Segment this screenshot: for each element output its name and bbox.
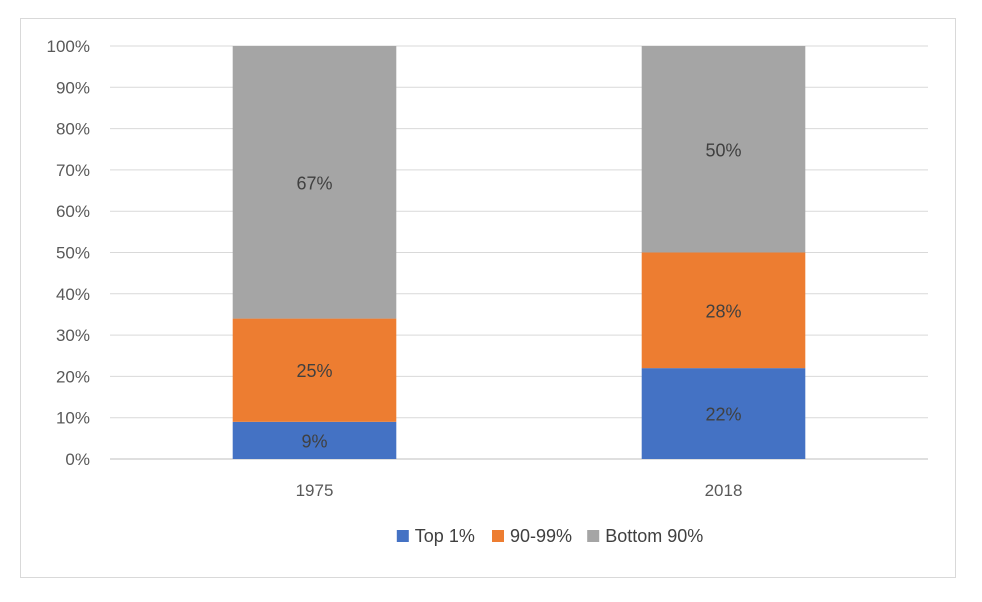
y-tick-label: 90% bbox=[56, 78, 90, 97]
bar-segment bbox=[232, 318, 397, 422]
bar-segment bbox=[641, 46, 806, 253]
bar-segment bbox=[232, 421, 397, 459]
data-label: 67% bbox=[296, 173, 332, 193]
y-tick-label: 40% bbox=[56, 285, 90, 304]
y-axis: 0% 10% 20% 30% 40% 50% 60% 70% 80% 90% 100% bbox=[47, 37, 90, 469]
bar-segment bbox=[641, 368, 806, 459]
legend: Top 1% 90-99% Bottom 90% bbox=[396, 526, 703, 546]
y-tick-label: 30% bbox=[56, 326, 90, 345]
legend-label: 90-99% bbox=[510, 526, 572, 546]
legend-swatch bbox=[587, 530, 600, 542]
x-axis: 1975 2018 bbox=[296, 481, 743, 500]
y-tick-label: 60% bbox=[56, 202, 90, 221]
bar-segment bbox=[232, 46, 397, 319]
bars: 9% 25% 67% 22% 28% 50% bbox=[232, 46, 806, 459]
legend-swatch bbox=[396, 530, 409, 542]
x-tick-label: 1975 bbox=[296, 481, 334, 500]
data-label: 28% bbox=[705, 301, 741, 321]
legend-label: Bottom 90% bbox=[605, 526, 703, 546]
data-label: 50% bbox=[705, 140, 741, 160]
legend-swatch bbox=[492, 530, 504, 542]
y-tick-label: 70% bbox=[56, 161, 90, 180]
data-label: 25% bbox=[296, 361, 332, 381]
y-tick-label: 50% bbox=[56, 244, 90, 263]
data-label: 9% bbox=[301, 431, 327, 451]
legend-label: Top 1% bbox=[415, 526, 475, 546]
y-tick-label: 20% bbox=[56, 367, 90, 386]
y-tick-label: 10% bbox=[56, 409, 90, 428]
y-tick-label: 80% bbox=[56, 120, 90, 139]
x-tick-label: 2018 bbox=[705, 481, 743, 500]
y-tick-label: 0% bbox=[65, 450, 90, 469]
data-label: 22% bbox=[705, 405, 741, 425]
bar-segment bbox=[641, 252, 806, 369]
y-tick-label: 100% bbox=[47, 37, 90, 56]
